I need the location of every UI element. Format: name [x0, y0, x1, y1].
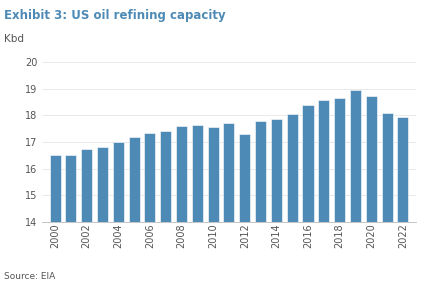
- Bar: [208, 128, 219, 222]
- Bar: [271, 120, 282, 222]
- Bar: [160, 131, 171, 222]
- Text: Source: EIA: Source: EIA: [4, 272, 56, 281]
- Bar: [176, 126, 187, 222]
- Bar: [255, 121, 266, 222]
- Bar: [382, 113, 393, 222]
- Bar: [128, 137, 139, 222]
- Bar: [223, 124, 234, 222]
- Bar: [287, 114, 298, 222]
- Bar: [239, 134, 250, 222]
- Bar: [65, 155, 76, 222]
- Text: Kbd: Kbd: [4, 34, 24, 44]
- Bar: [97, 147, 108, 222]
- Bar: [50, 155, 61, 222]
- Bar: [366, 96, 377, 222]
- Bar: [81, 149, 92, 222]
- Bar: [113, 142, 124, 222]
- Bar: [145, 133, 156, 222]
- Text: Exhibit 3: US oil refining capacity: Exhibit 3: US oil refining capacity: [4, 9, 226, 22]
- Bar: [192, 125, 203, 222]
- Bar: [334, 98, 345, 222]
- Bar: [318, 100, 329, 222]
- Bar: [397, 117, 408, 222]
- Bar: [302, 105, 313, 222]
- Bar: [350, 90, 361, 222]
